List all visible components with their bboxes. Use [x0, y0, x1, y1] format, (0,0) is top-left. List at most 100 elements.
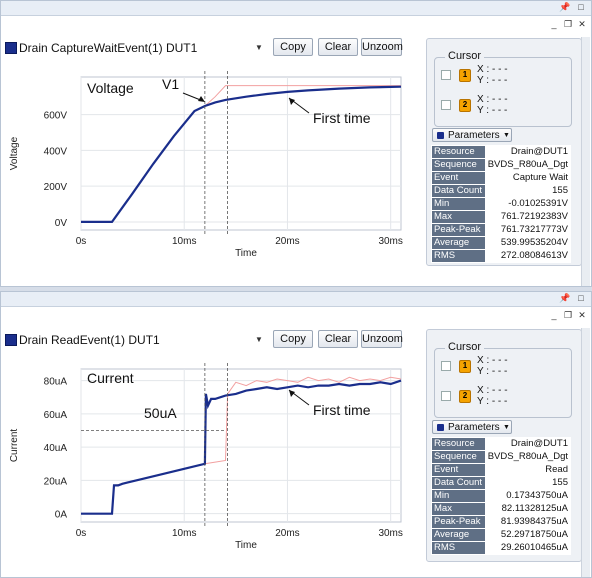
x-tick-label: 30ms — [378, 236, 402, 247]
close-icon[interactable]: ✕ — [578, 19, 586, 29]
param-value: -0.01025391V — [484, 197, 572, 211]
param-row: Resource Drain@DUT1 — [431, 437, 572, 451]
restore-icon[interactable]: ❐ — [563, 310, 573, 320]
arrow-head — [198, 96, 205, 102]
unzoom-button[interactable]: Unzoom — [361, 330, 403, 348]
clear-button[interactable]: Clear — [318, 38, 358, 56]
cursor2-badge: 2 — [459, 99, 471, 112]
param-value: 29.26010465uA — [484, 541, 572, 555]
param-value: 539.99535204V — [484, 236, 572, 250]
param-key: RMS — [431, 249, 486, 263]
current-chart[interactable]: 0s 10ms 20ms 30ms 0A 20uA 40uA 60uA 80uA Time Curr… — [1, 349, 421, 574]
param-value: 81.93984375uA — [484, 515, 572, 529]
param-key: Max — [431, 210, 486, 224]
param-key: Data Count — [431, 184, 486, 198]
maximize-icon[interactable]: □ — [578, 2, 584, 12]
y-tick-label: 0V — [55, 218, 68, 229]
param-row: Min -0.01025391V — [431, 197, 572, 211]
parameters-button[interactable]: Parameters ▼ — [432, 128, 512, 142]
cursor1-y: Y : - - - — [477, 75, 508, 86]
close-icon[interactable]: ✕ — [578, 310, 586, 320]
x-tick-label: 30ms — [378, 528, 402, 539]
trace-line[interactable] — [81, 379, 402, 515]
cursor2-checkbox[interactable] — [441, 100, 451, 110]
y-tick-label: 20uA — [44, 476, 68, 487]
trace-name[interactable]: Drain CaptureWaitEvent(1) DUT1 — [19, 41, 198, 55]
param-key: Average — [431, 528, 486, 542]
first-time-label: First time — [313, 402, 371, 418]
maximize-icon[interactable]: □ — [578, 293, 584, 303]
plot-area[interactable] — [80, 76, 402, 231]
cursor1-x: X : - - - — [477, 355, 508, 366]
x-tick-label: 10ms — [172, 528, 196, 539]
chevron-down-icon[interactable]: ▼ — [255, 43, 263, 52]
cursor2-y: Y : - - - — [477, 105, 508, 116]
param-key: Max — [431, 502, 486, 516]
param-value: Read — [484, 463, 572, 477]
param-value: 0.17343750uA — [484, 489, 572, 503]
param-row: Event Read — [431, 463, 572, 477]
param-row: RMS 272.08084613V — [431, 249, 572, 263]
param-value: 155 — [484, 476, 572, 490]
restore-icon[interactable]: ❐ — [563, 19, 573, 29]
cursor-group: Cursor 1 X : - - - Y : - - - 2 X : - - -… — [434, 50, 572, 127]
param-row: Min 0.17343750uA — [431, 489, 572, 503]
param-row: Sequence BVDS_R80uA_Dgt — [431, 450, 572, 464]
voltage-panel: 📌 □ _ ❐ ✕ Drain CaptureWaitEvent(1) DUT1… — [0, 0, 592, 287]
chart-title-label: Current — [87, 370, 134, 386]
cursor1-checkbox[interactable] — [441, 70, 451, 80]
cursor1-badge: 1 — [459, 69, 471, 82]
cursor2-checkbox[interactable] — [441, 391, 451, 401]
cursor1-checkbox[interactable] — [441, 361, 451, 371]
arrow-head — [289, 98, 295, 105]
x-axis-label: Time — [235, 248, 257, 259]
x-axis-label: Time — [235, 540, 257, 551]
param-key: Sequence — [431, 158, 486, 172]
param-value: BVDS_R80uA_Dgt — [484, 158, 572, 172]
first-time-label: First time — [313, 110, 371, 126]
param-key: Event — [431, 171, 486, 185]
scrollbar[interactable] — [581, 37, 590, 286]
copy-button[interactable]: Copy — [273, 330, 313, 348]
side-panel: Cursor 1 X : - - - Y : - - - 2 X : - - -… — [426, 38, 582, 266]
param-key: Resource — [431, 145, 486, 159]
cursor1-x: X : - - - — [477, 64, 508, 75]
y-tick-label: 60uA — [44, 410, 68, 421]
trace-line[interactable] — [81, 85, 402, 223]
parameters-button[interactable]: Parameters ▼ — [432, 420, 512, 434]
chevron-down-icon[interactable]: ▼ — [255, 335, 263, 344]
param-row: Max 82.11328125uA — [431, 502, 572, 516]
param-row: Data Count 155 — [431, 476, 572, 490]
minimize-icon[interactable]: _ — [551, 19, 557, 29]
chevron-down-icon: ▼ — [503, 424, 510, 431]
voltage-chart[interactable]: 0s 10ms 20ms 30ms 0V 200V 400V 600V Time Voltage V… — [1, 57, 421, 282]
param-row: Average 539.99535204V — [431, 236, 572, 250]
param-row: Data Count 155 — [431, 184, 572, 198]
y-tick-label: 600V — [44, 111, 68, 122]
minimize-icon[interactable]: _ — [551, 310, 557, 320]
side-panel: Cursor 1 X : - - - Y : - - - 2 X : - - -… — [426, 329, 582, 562]
parameters-label: Parameters — [448, 130, 500, 141]
scrollbar[interactable] — [581, 328, 590, 577]
clear-button[interactable]: Clear — [318, 330, 358, 348]
marker-label: 50uA — [144, 405, 177, 421]
x-tick-label: 20ms — [275, 528, 299, 539]
pin-icon[interactable]: 📌 — [559, 2, 571, 12]
copy-button[interactable]: Copy — [273, 38, 313, 56]
param-key: Sequence — [431, 450, 486, 464]
y-tick-label: 40uA — [44, 443, 68, 454]
param-key: Event — [431, 463, 486, 477]
panel-splitter[interactable] — [0, 287, 592, 291]
panel-subbar: _ ❐ ✕ — [1, 307, 591, 325]
cursor2-y: Y : - - - — [477, 396, 508, 407]
plot-area[interactable] — [80, 368, 402, 523]
unzoom-button[interactable]: Unzoom — [361, 38, 403, 56]
pin-icon[interactable]: 📌 — [559, 293, 571, 303]
cursor1-badge: 1 — [459, 360, 471, 373]
trace-name[interactable]: Drain ReadEvent(1) DUT1 — [19, 333, 160, 347]
panel-subbar: _ ❐ ✕ — [1, 16, 591, 34]
x-tick-label: 20ms — [275, 236, 299, 247]
panel-titlebar: 📌 □ — [1, 292, 591, 307]
trace-color-swatch — [5, 334, 17, 346]
param-key: Average — [431, 236, 486, 250]
